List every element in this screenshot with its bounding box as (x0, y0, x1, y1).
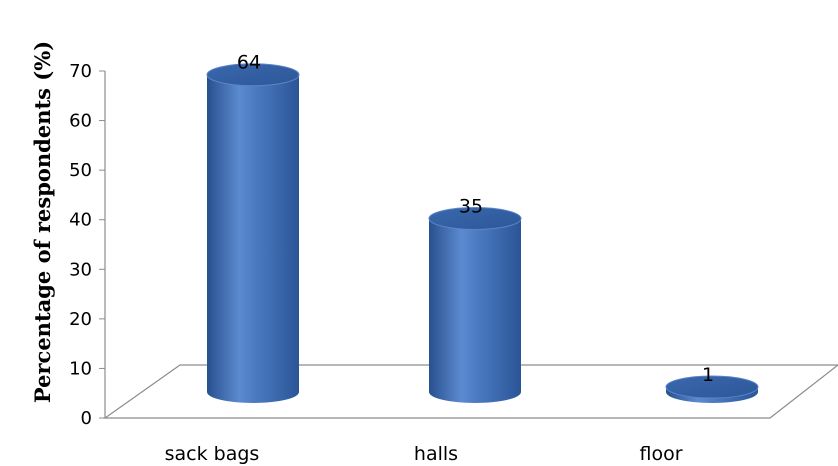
data-label: 64 (237, 52, 261, 74)
y-tick-label: 50 (69, 160, 92, 181)
bar-top (665, 375, 759, 399)
category-label: halls (414, 443, 458, 465)
bar-series: 64 35 1 (206, 52, 759, 403)
y-tick-label: 60 (69, 111, 92, 132)
y-tick-label: 70 (69, 61, 92, 82)
bar-halls: 35 (428, 196, 522, 403)
y-tick-label: 10 (69, 358, 92, 379)
bar-top (428, 207, 522, 230)
bar-body (207, 74, 299, 403)
y-tick-label: 20 (69, 309, 92, 330)
y-tick-label: 30 (69, 259, 92, 280)
bar-body (429, 218, 521, 403)
y-axis-ticks: 0 10 20 30 40 50 60 70 (69, 61, 105, 429)
bar-floor: 1 (665, 364, 759, 403)
category-labels: sack bags halls floor (165, 443, 683, 465)
bar-top (206, 63, 300, 87)
y-axis-title: Percentage of respondents (%) (30, 41, 55, 403)
bar-sack-bags: 64 (206, 52, 300, 403)
data-label: 35 (459, 196, 483, 218)
y-tick-label: 40 (69, 210, 92, 231)
data-label: 1 (702, 364, 714, 386)
category-label: floor (639, 443, 682, 465)
category-label: sack bags (165, 443, 260, 465)
y-tick-label: 0 (81, 408, 92, 429)
